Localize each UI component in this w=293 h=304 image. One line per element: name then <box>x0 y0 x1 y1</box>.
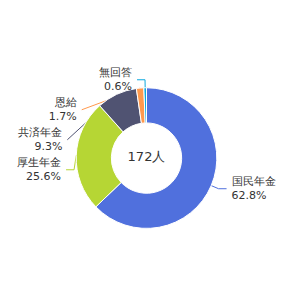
svg-text:0.6%: 0.6% <box>104 80 132 93</box>
svg-text:厚生年金: 厚生年金 <box>17 156 61 169</box>
svg-text:62.8%: 62.8% <box>232 189 267 202</box>
svg-text:25.6%: 25.6% <box>26 170 61 183</box>
svg-text:国民年金: 国民年金 <box>232 175 276 188</box>
svg-text:1.7%: 1.7% <box>49 110 77 123</box>
svg-text:9.3%: 9.3% <box>34 140 62 153</box>
svg-text:無回答: 無回答 <box>99 66 132 79</box>
svg-text:172人: 172人 <box>128 149 166 164</box>
svg-text:恩給: 恩給 <box>54 96 77 109</box>
svg-text:共済年金: 共済年金 <box>18 126 62 139</box>
